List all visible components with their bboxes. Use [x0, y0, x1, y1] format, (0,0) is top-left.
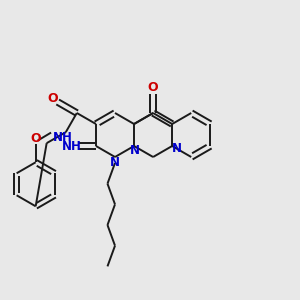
Text: N: N — [130, 145, 140, 158]
Text: O: O — [148, 81, 158, 94]
Text: O: O — [47, 92, 58, 104]
Text: NH: NH — [62, 140, 82, 152]
Text: NH: NH — [53, 130, 73, 144]
Text: O: O — [30, 132, 41, 145]
Text: N: N — [172, 142, 182, 155]
Text: N: N — [110, 155, 120, 169]
